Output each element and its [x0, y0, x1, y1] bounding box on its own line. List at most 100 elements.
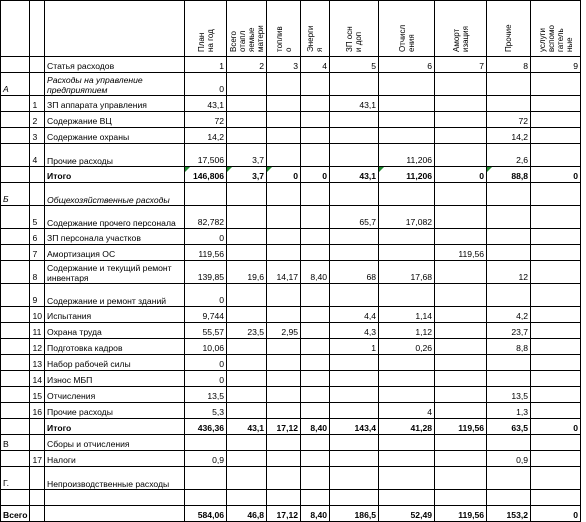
cell-c1[interactable]: 9,744 — [184, 306, 228, 323]
cell-c2[interactable] — [226, 402, 268, 419]
cell-c3[interactable] — [266, 386, 302, 403]
cell-name[interactable]: Содержание прочего персонала — [44, 205, 186, 229]
cell-name[interactable]: Износ МБП — [44, 370, 186, 387]
cell-c4[interactable]: 8,40 — [300, 505, 331, 522]
cell-c6[interactable]: 0,26 — [378, 338, 436, 355]
cell-c3[interactable] — [266, 306, 302, 323]
cell-c7[interactable]: 0 — [434, 166, 488, 183]
cell-c6[interactable] — [378, 489, 436, 506]
cell-c8[interactable]: 63,5 — [486, 418, 532, 435]
cell-c7[interactable] — [434, 260, 488, 284]
cell-c8[interactable]: 153,2 — [486, 505, 532, 522]
cell-section[interactable] — [0, 127, 31, 144]
cell-c9[interactable] — [530, 322, 582, 339]
cell-name[interactable]: Общехозяйственные расходы — [44, 182, 186, 206]
cell-c5[interactable]: 186,5 — [329, 505, 380, 522]
cell-section[interactable] — [0, 489, 31, 506]
cell-c8[interactable] — [486, 228, 532, 245]
cell-c2[interactable] — [226, 127, 268, 144]
cell-c3[interactable] — [266, 402, 302, 419]
cell-c8[interactable] — [486, 370, 532, 387]
cell-c6[interactable] — [378, 450, 436, 467]
cell-c5[interactable] — [329, 72, 380, 96]
cell-num[interactable] — [29, 489, 46, 506]
cell-c5[interactable] — [329, 450, 380, 467]
cell-c7[interactable] — [434, 127, 488, 144]
cell-c4[interactable] — [300, 338, 331, 355]
cell-c8[interactable] — [486, 434, 532, 451]
cell-c8[interactable]: 72 — [486, 111, 532, 128]
cell-c5[interactable] — [329, 143, 380, 167]
cell-section[interactable] — [0, 418, 31, 435]
cell-c3[interactable] — [266, 127, 302, 144]
cell-c2[interactable] — [226, 111, 268, 128]
cell-c8[interactable]: 13,5 — [486, 386, 532, 403]
cell-name[interactable]: Прочие расходы — [44, 143, 186, 167]
cell-section[interactable] — [0, 111, 31, 128]
cell-c7[interactable] — [434, 95, 488, 112]
cell-c9[interactable] — [530, 338, 582, 355]
cell-c5[interactable] — [329, 127, 380, 144]
cell-c8[interactable] — [486, 354, 532, 371]
cell-c4[interactable] — [300, 370, 331, 387]
cell-section[interactable] — [0, 205, 31, 229]
cell-c9[interactable] — [530, 244, 582, 261]
cell-c7[interactable] — [434, 489, 488, 506]
cell-c4[interactable]: 8,40 — [300, 418, 331, 435]
cell-c3[interactable] — [266, 283, 302, 307]
cell-c9[interactable]: 0 — [530, 418, 582, 435]
cell-c4[interactable] — [300, 450, 331, 467]
cell-c4[interactable] — [300, 244, 331, 261]
cell-c4[interactable] — [300, 111, 331, 128]
cell-name[interactable]: Сборы и отчисления — [44, 434, 186, 451]
cell-c7[interactable] — [434, 370, 488, 387]
cell-c9[interactable] — [530, 370, 582, 387]
cell-c9[interactable] — [530, 450, 582, 467]
cell-section[interactable] — [0, 260, 31, 284]
cell-c1[interactable]: 146,806 — [184, 166, 228, 183]
cell-c1[interactable]: 82,782 — [184, 205, 228, 229]
cell-c6[interactable] — [378, 354, 436, 371]
cell-c6[interactable] — [378, 283, 436, 307]
cell-c8[interactable]: 0,9 — [486, 450, 532, 467]
cell-c3[interactable] — [266, 489, 302, 506]
cell-num[interactable]: 2 — [29, 111, 46, 128]
cell-c2[interactable] — [226, 228, 268, 245]
cell-c2[interactable]: 3,7 — [226, 143, 268, 167]
cell-c1[interactable]: 436,36 — [184, 418, 228, 435]
cell-c8[interactable]: 8,8 — [486, 338, 532, 355]
cell-section[interactable] — [0, 338, 31, 355]
cell-name[interactable] — [44, 505, 186, 522]
cell-num[interactable]: 4 — [29, 143, 46, 167]
cell-c6[interactable]: 17,68 — [378, 260, 436, 284]
cell-c9[interactable] — [530, 402, 582, 419]
cell-c5[interactable] — [329, 228, 380, 245]
cell-c9[interactable] — [530, 260, 582, 284]
cell-c2[interactable] — [226, 450, 268, 467]
cell-c7[interactable]: 119,56 — [434, 505, 488, 522]
cell-c6[interactable]: 52,49 — [378, 505, 436, 522]
cell-section[interactable] — [0, 306, 31, 323]
cell-c8[interactable]: 12 — [486, 260, 532, 284]
cell-c1[interactable] — [184, 182, 228, 206]
cell-c5[interactable] — [329, 386, 380, 403]
cell-c2[interactable] — [226, 434, 268, 451]
cell-num[interactable]: 3 — [29, 127, 46, 144]
cell-c3[interactable] — [266, 244, 302, 261]
cell-c4[interactable] — [300, 182, 331, 206]
cell-c3[interactable] — [266, 450, 302, 467]
cell-num[interactable]: 15 — [29, 386, 46, 403]
cell-c2[interactable] — [226, 283, 268, 307]
cell-c7[interactable]: 119,56 — [434, 244, 488, 261]
cell-c7[interactable] — [434, 306, 488, 323]
cell-c3[interactable] — [266, 95, 302, 112]
cell-c3[interactable] — [266, 143, 302, 167]
cell-c8[interactable] — [486, 466, 532, 490]
cell-c7[interactable] — [434, 386, 488, 403]
cell-num[interactable] — [29, 466, 46, 490]
cell-c1[interactable]: 1 — [184, 56, 228, 73]
cell-c5[interactable] — [329, 466, 380, 490]
cell-section[interactable] — [0, 283, 31, 307]
cell-c3[interactable] — [266, 338, 302, 355]
cell-c2[interactable]: 3,7 — [226, 166, 268, 183]
